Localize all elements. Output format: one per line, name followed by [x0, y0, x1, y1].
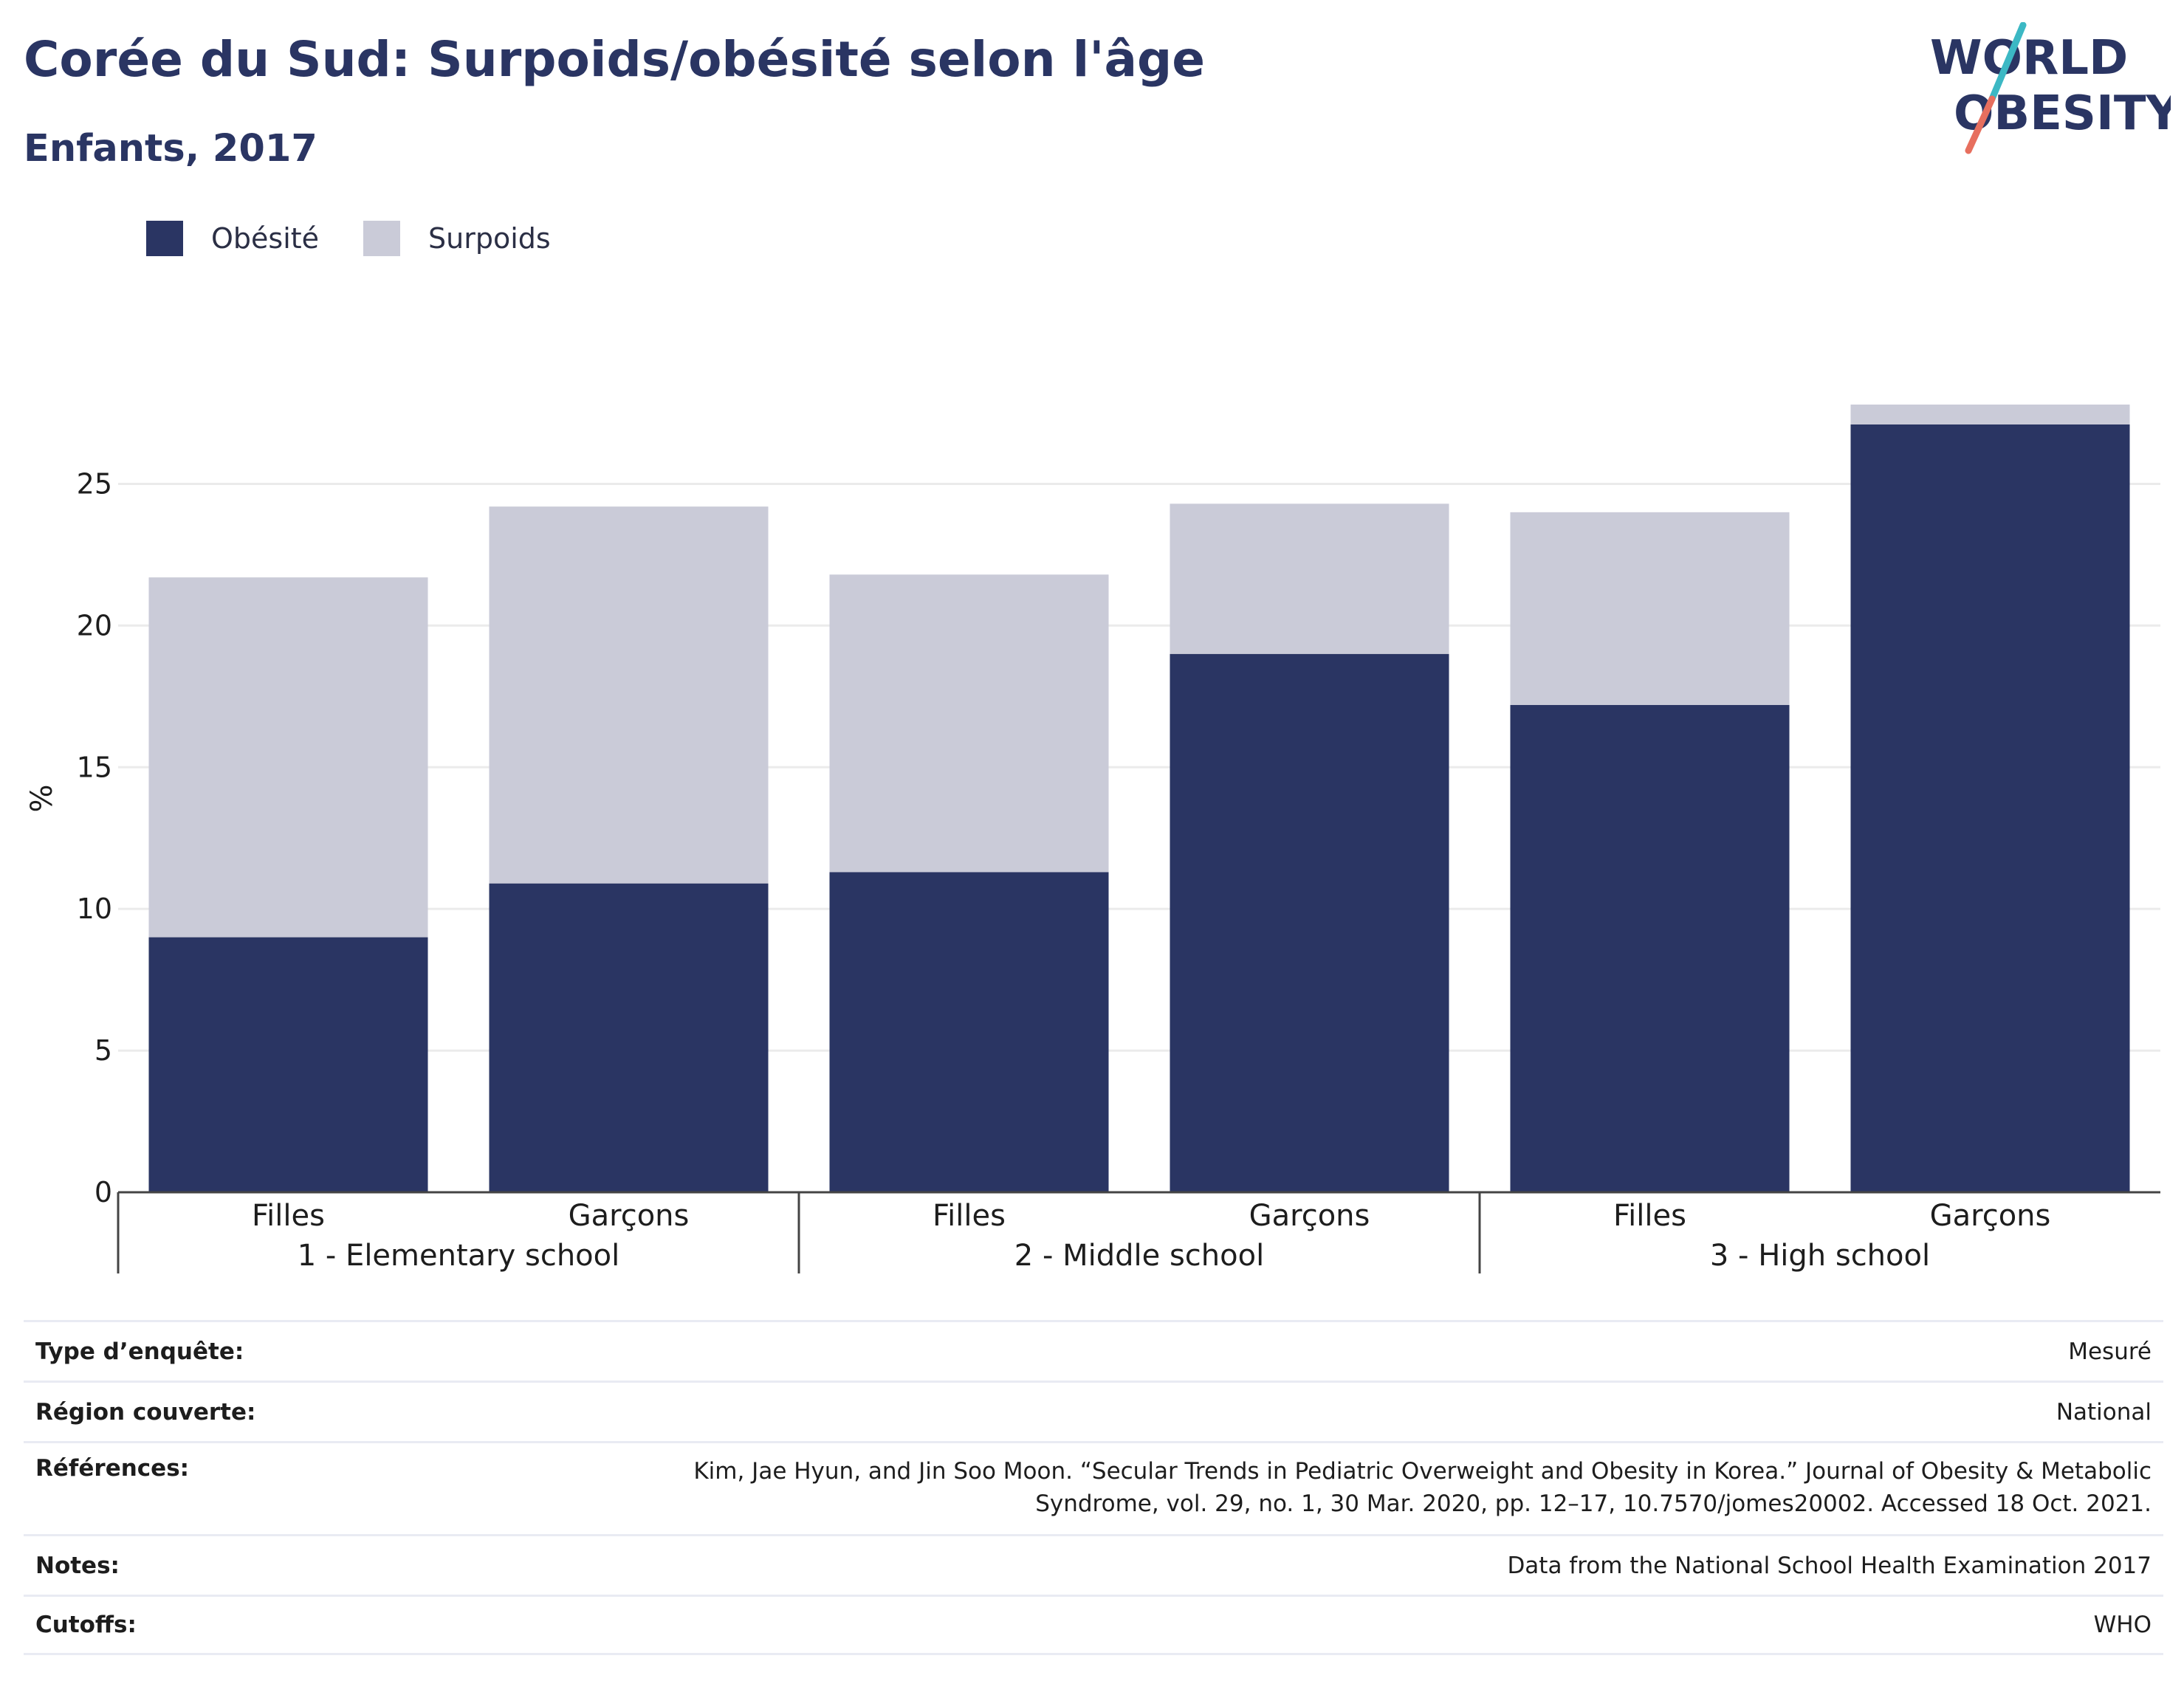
- info-label: Cutoffs:: [35, 1612, 137, 1638]
- legend-swatch-surpoids: [363, 221, 401, 256]
- info-row-notes: Notes: Data from the National School Hea…: [24, 1534, 2163, 1595]
- bar-obesite-5: [1510, 704, 1790, 1192]
- bar-surpoids-4: [1170, 503, 1449, 654]
- survey-info-table: Type d’enquête: Mesuré Région couverte: …: [24, 1320, 2163, 1655]
- x-category-label: Filles: [252, 1199, 325, 1233]
- y-tick-label: 10: [77, 893, 112, 925]
- info-label: Notes:: [35, 1552, 120, 1579]
- logo-word-obesity: OBESITY: [1954, 86, 2171, 141]
- y-tick-label: 25: [77, 467, 112, 500]
- bar-obesite-4: [1170, 653, 1449, 1192]
- chart-legend: Obésité Surpoids: [146, 220, 595, 257]
- y-axis-label: %: [25, 784, 59, 812]
- info-value: National: [2056, 1398, 2152, 1426]
- info-label: Références:: [35, 1455, 190, 1482]
- legend-item-obesite[interactable]: Obésité: [146, 221, 319, 256]
- bar-surpoids-3: [829, 574, 1109, 873]
- chart-subtitle: Enfants, 2017: [24, 127, 317, 171]
- x-category-label: Filles: [933, 1199, 1006, 1233]
- bar-obesite-6: [1850, 424, 2130, 1192]
- info-value: Data from the National School Health Exa…: [1507, 1552, 2152, 1579]
- x-group-label: 1 - Elementary school: [298, 1239, 620, 1273]
- x-group-label: 3 - High school: [1710, 1239, 1930, 1273]
- chart-title: Corée du Sud: Surpoids/obésité selon l'â…: [24, 31, 1205, 88]
- info-value: Kim, Jae Hyun, and Jin Soo Moon. “Secula…: [693, 1458, 2152, 1517]
- y-tick-label: 0: [95, 1176, 112, 1208]
- info-row-references: Références: Kim, Jae Hyun, and Jin Soo M…: [24, 1441, 2163, 1534]
- x-category-label: Garçons: [1930, 1199, 2051, 1233]
- legend-label-surpoids: Surpoids: [428, 222, 551, 255]
- info-row-cutoffs: Cutoffs: WHO: [24, 1595, 2163, 1655]
- bar-surpoids-5: [1510, 512, 1790, 705]
- info-label: Type d’enquête:: [35, 1338, 244, 1365]
- y-tick-label: 5: [95, 1034, 112, 1067]
- bar-obesite-1: [148, 937, 428, 1192]
- world-obesity-logo: WORLD OBESITY: [1930, 22, 2171, 154]
- legend-swatch-obesite: [146, 221, 183, 256]
- y-tick-label: 20: [77, 609, 112, 642]
- bar-surpoids-1: [148, 577, 428, 938]
- stacked-bar-chart: 0 5 10 15 20 25% Filles Garçons Filles Garçons Fil…: [25, 405, 2160, 1273]
- info-value: Mesuré: [2068, 1338, 2152, 1365]
- x-group-label: 2 - Middle school: [1014, 1239, 1264, 1273]
- bar-surpoids-6: [1850, 405, 2130, 424]
- y-tick-label: 15: [77, 751, 112, 783]
- logo-slash-bottom: [1965, 95, 1996, 154]
- x-category-label: Garçons: [1249, 1199, 1370, 1233]
- info-row-survey-type: Type d’enquête: Mesuré: [24, 1320, 2163, 1381]
- legend-item-surpoids[interactable]: Surpoids: [363, 221, 551, 256]
- info-row-region: Région couverte: National: [24, 1381, 2163, 1441]
- logo-slash-top: [1988, 22, 2027, 103]
- bar-obesite-3: [829, 872, 1109, 1192]
- info-value: WHO: [2093, 1612, 2152, 1638]
- x-category-label: Garçons: [569, 1199, 690, 1233]
- logo-word-world: WORLD: [1930, 31, 2128, 86]
- x-category-label: Filles: [1613, 1199, 1686, 1233]
- info-label: Région couverte:: [35, 1398, 256, 1426]
- bar-surpoids-2: [489, 506, 769, 884]
- bar-obesite-2: [489, 883, 769, 1192]
- legend-label-obesite: Obésité: [211, 222, 320, 255]
